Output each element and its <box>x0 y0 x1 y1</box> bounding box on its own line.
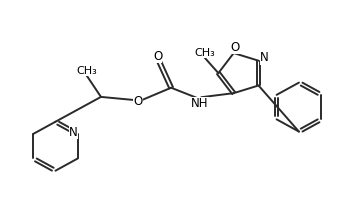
Text: NH: NH <box>192 97 209 110</box>
Text: CH₃: CH₃ <box>194 48 215 58</box>
Text: O: O <box>153 50 162 63</box>
Text: O: O <box>231 41 240 54</box>
Text: O: O <box>133 95 142 108</box>
Text: CH₃: CH₃ <box>76 66 97 76</box>
Text: N: N <box>69 126 78 139</box>
Text: N: N <box>260 51 268 64</box>
